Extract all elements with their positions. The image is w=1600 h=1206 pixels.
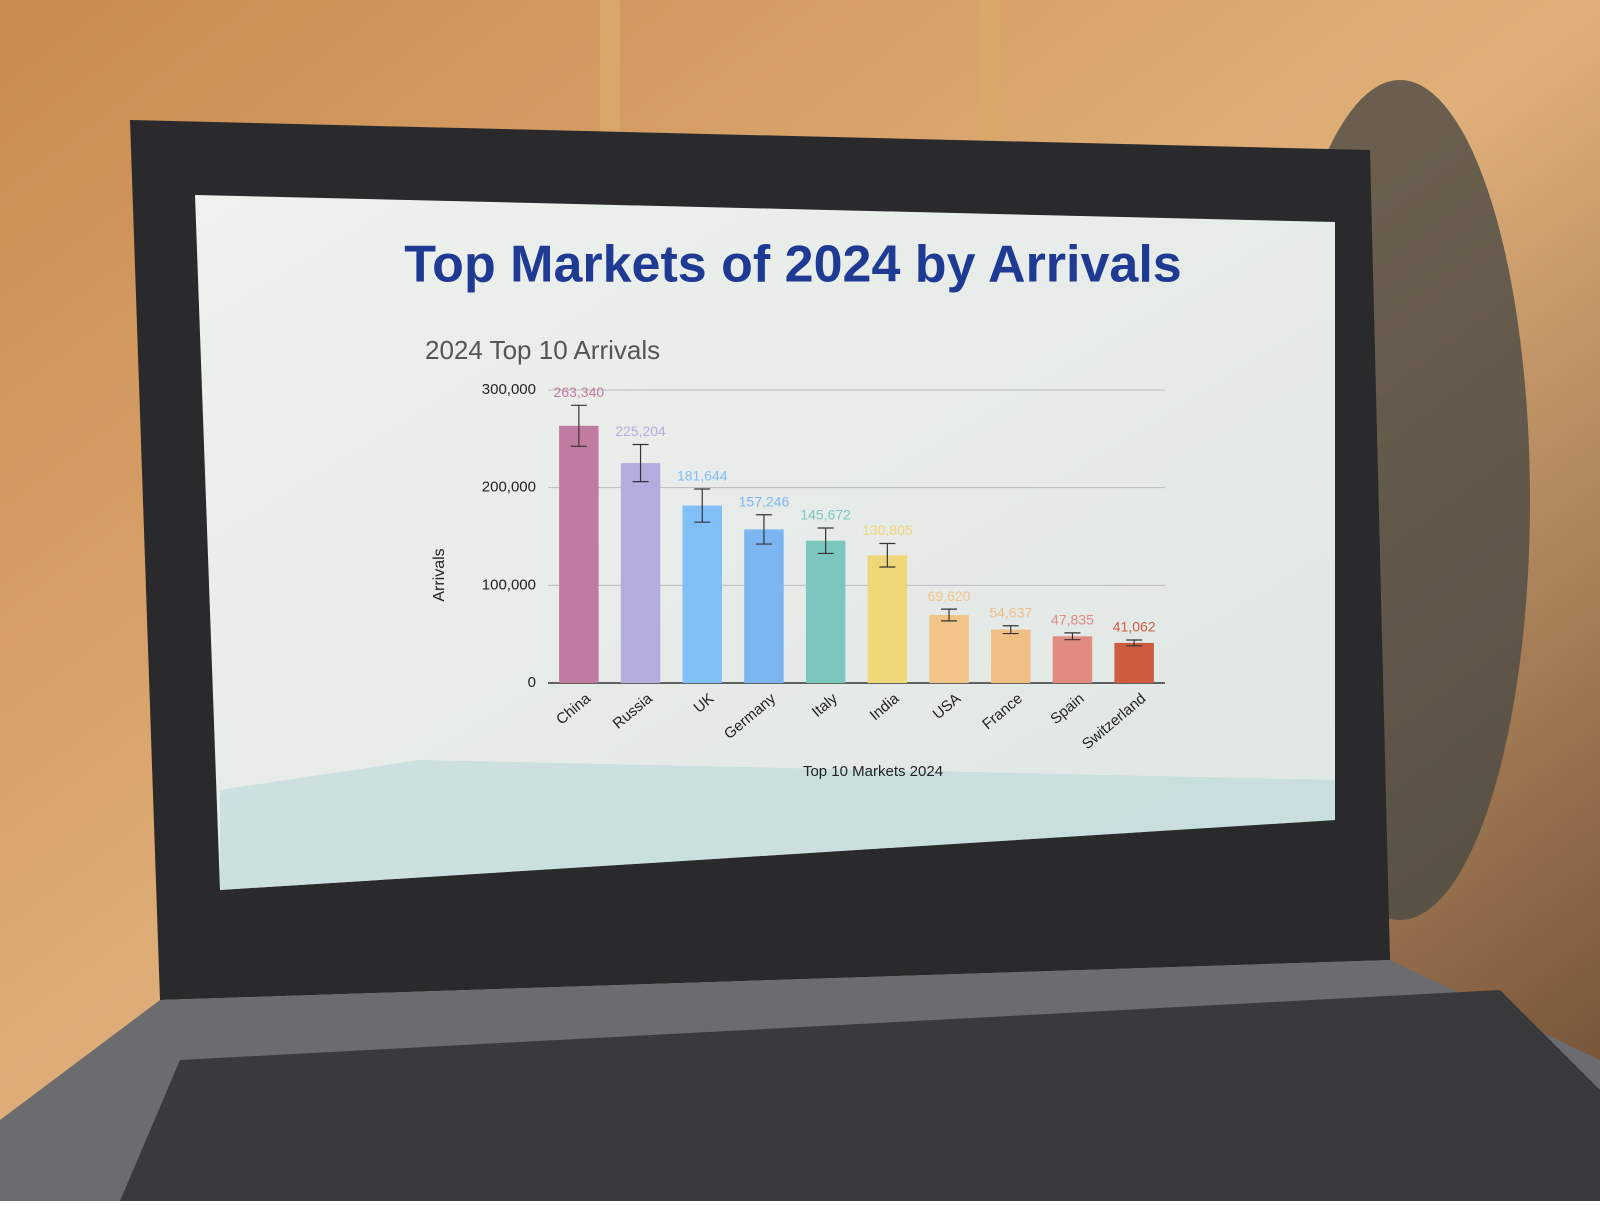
error-bar <box>755 514 772 545</box>
value-label: 41,062 <box>1113 619 1156 635</box>
error-bar <box>941 608 958 622</box>
error-bar <box>694 488 711 523</box>
bar <box>682 505 722 683</box>
value-label: 225,204 <box>615 423 666 439</box>
bar <box>744 529 784 683</box>
chart-title: 2024 Top 10 Arrivals <box>425 335 660 365</box>
y-tick-label: 200,000 <box>482 479 536 496</box>
value-label: 157,246 <box>739 493 790 509</box>
error-bar <box>1002 625 1019 635</box>
y-tick-label: 100,000 <box>482 576 536 593</box>
value-label: 47,835 <box>1051 612 1094 628</box>
error-bar <box>817 527 834 555</box>
keyboard <box>120 990 1600 1201</box>
bar <box>805 540 846 683</box>
bar <box>559 425 599 683</box>
bar <box>867 555 908 683</box>
bar <box>1052 636 1093 683</box>
slide-title: Top Markets of 2024 by Arrivals <box>404 236 1181 294</box>
error-bar <box>1064 632 1081 641</box>
value-label: 181,644 <box>677 468 728 484</box>
x-axis-label: Top 10 Markets 2024 <box>803 763 943 780</box>
y-axis-label: Arrivals <box>431 548 448 601</box>
bar <box>991 629 1031 683</box>
value-label: 130,805 <box>862 522 913 538</box>
wall-trim <box>600 0 620 140</box>
y-tick-label: 300,000 <box>482 381 536 398</box>
error-bar <box>1126 639 1143 647</box>
value-label: 69,620 <box>928 588 971 604</box>
bar <box>1114 642 1154 683</box>
error-bar <box>879 542 896 568</box>
screen-decoration <box>220 760 1335 890</box>
value-label: 145,672 <box>800 507 851 523</box>
value-label: 54,637 <box>989 604 1032 620</box>
error-bar <box>632 443 649 483</box>
bar <box>620 463 661 683</box>
wall-trim <box>980 0 1000 140</box>
bar <box>929 615 969 683</box>
value-label: 263,340 <box>554 384 605 400</box>
error-bar <box>570 404 587 447</box>
y-tick-label: 0 <box>528 674 536 691</box>
